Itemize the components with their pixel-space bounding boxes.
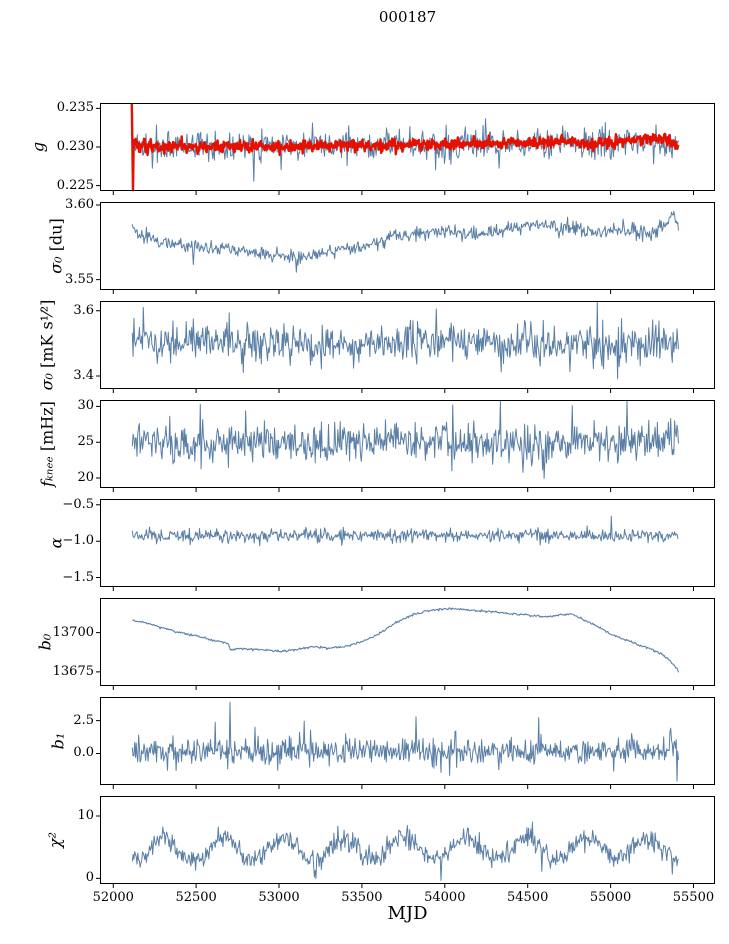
tick-marks <box>96 204 694 294</box>
y-tick-label: −1.5 <box>62 569 94 585</box>
y-tick-label: 20 <box>77 469 94 485</box>
y-tick-label: −0.5 <box>62 496 94 512</box>
panel-fknee: fₖₙₑₑ [mHz] 30 25 20 <box>0 398 729 492</box>
line-series-b1 <box>131 701 679 782</box>
y-tick-label: 0.225 <box>56 177 94 193</box>
line-series-sigma0-du <box>131 210 679 273</box>
x-tick-label: 55000 <box>589 890 632 905</box>
axes-frame <box>100 598 715 686</box>
axes-g <box>96 103 715 195</box>
y-tick-label: −1.0 <box>62 533 94 549</box>
y-axis-label-var: χ² <box>45 831 65 849</box>
axes-sigma0-du <box>96 202 715 294</box>
axes-alpha <box>96 499 715 591</box>
axes-b1 <box>96 697 715 789</box>
panel-b0: b₀ 13700 13675 <box>0 598 729 690</box>
panel-chi2: χ² 10 0 52000 52500 53000 53500 54000 54500 55000… <box>0 796 729 905</box>
axes-frame <box>100 697 715 785</box>
y-tick-label: 3.60 <box>65 196 94 212</box>
line-series-b0 <box>132 607 680 673</box>
y-tick-label: 10 <box>77 807 94 823</box>
x-tick-label: 53500 <box>341 890 383 905</box>
axes-frame <box>100 796 715 884</box>
x-tick-label: 54000 <box>424 890 466 905</box>
line-series-chi2 <box>131 821 679 881</box>
line-series-alpha <box>131 515 679 547</box>
axes-frame <box>100 499 715 587</box>
y-tick-label: 25 <box>77 434 94 450</box>
axes-frame <box>100 202 715 290</box>
y-axis-label-sigma0-du: σ₀ [du] <box>47 218 66 273</box>
line-series-fknee <box>131 399 679 479</box>
tick-marks <box>96 107 694 195</box>
y-tick-label: 0.235 <box>56 100 94 116</box>
x-tick-label: 53000 <box>258 890 300 905</box>
y-tick-label: 3.55 <box>65 271 94 287</box>
tick-marks <box>96 504 694 591</box>
y-tick-label: 2.5 <box>73 712 94 728</box>
axes-b0 <box>96 598 715 690</box>
axes-chi2 <box>96 796 715 888</box>
line-series-g-smoothed <box>130 103 680 192</box>
line-series-sigma0-mk <box>131 300 679 380</box>
panel-sigma0-mk: σ₀ [mK s¹⁄²] 3.6 3.4 <box>0 300 729 393</box>
panel-g: g 0.235 0.230 0.225 <box>0 100 729 195</box>
x-tick-label: 55500 <box>672 890 715 905</box>
y-tick-label: 13675 <box>52 663 94 679</box>
panel-alpha: α −0.5 −1.0 −1.5 <box>0 496 729 591</box>
axes-frame <box>100 103 715 191</box>
y-tick-label: 0 <box>85 870 94 886</box>
panel-b1: b₁ 2.5 0.0 <box>0 697 729 789</box>
x-axis-label: MJD <box>387 903 428 924</box>
axes-frame <box>100 400 715 488</box>
y-tick-label: 3.6 <box>73 302 94 318</box>
tick-marks <box>96 310 694 393</box>
x-tick-label: 54500 <box>506 890 549 905</box>
tick-marks <box>96 405 694 492</box>
y-tick-label: 13700 <box>52 624 94 640</box>
axes-sigma0-mk <box>96 300 715 393</box>
y-axis-label-var: σ₀ <box>46 256 66 274</box>
axes-fknee <box>96 399 715 492</box>
y-tick-label: 30 <box>77 398 94 414</box>
x-tick-label: 52000 <box>92 890 134 905</box>
tick-marks <box>96 815 694 888</box>
tick-marks <box>96 720 694 789</box>
x-tick-label: 52500 <box>175 890 217 905</box>
y-tick-label: 0.230 <box>56 139 94 154</box>
chart-title: 000187 <box>378 8 437 26</box>
tick-marks <box>96 632 694 690</box>
panel-sigma0-du: σ₀ [du] 3.60 3.55 <box>0 197 729 294</box>
y-tick-label: 3.4 <box>73 367 94 383</box>
axes-frame <box>100 301 715 389</box>
y-tick-label: 0.0 <box>73 745 94 761</box>
y-axis-label-chi2: χ² <box>46 832 65 848</box>
y-axis-label-unit: [du] <box>46 218 66 257</box>
